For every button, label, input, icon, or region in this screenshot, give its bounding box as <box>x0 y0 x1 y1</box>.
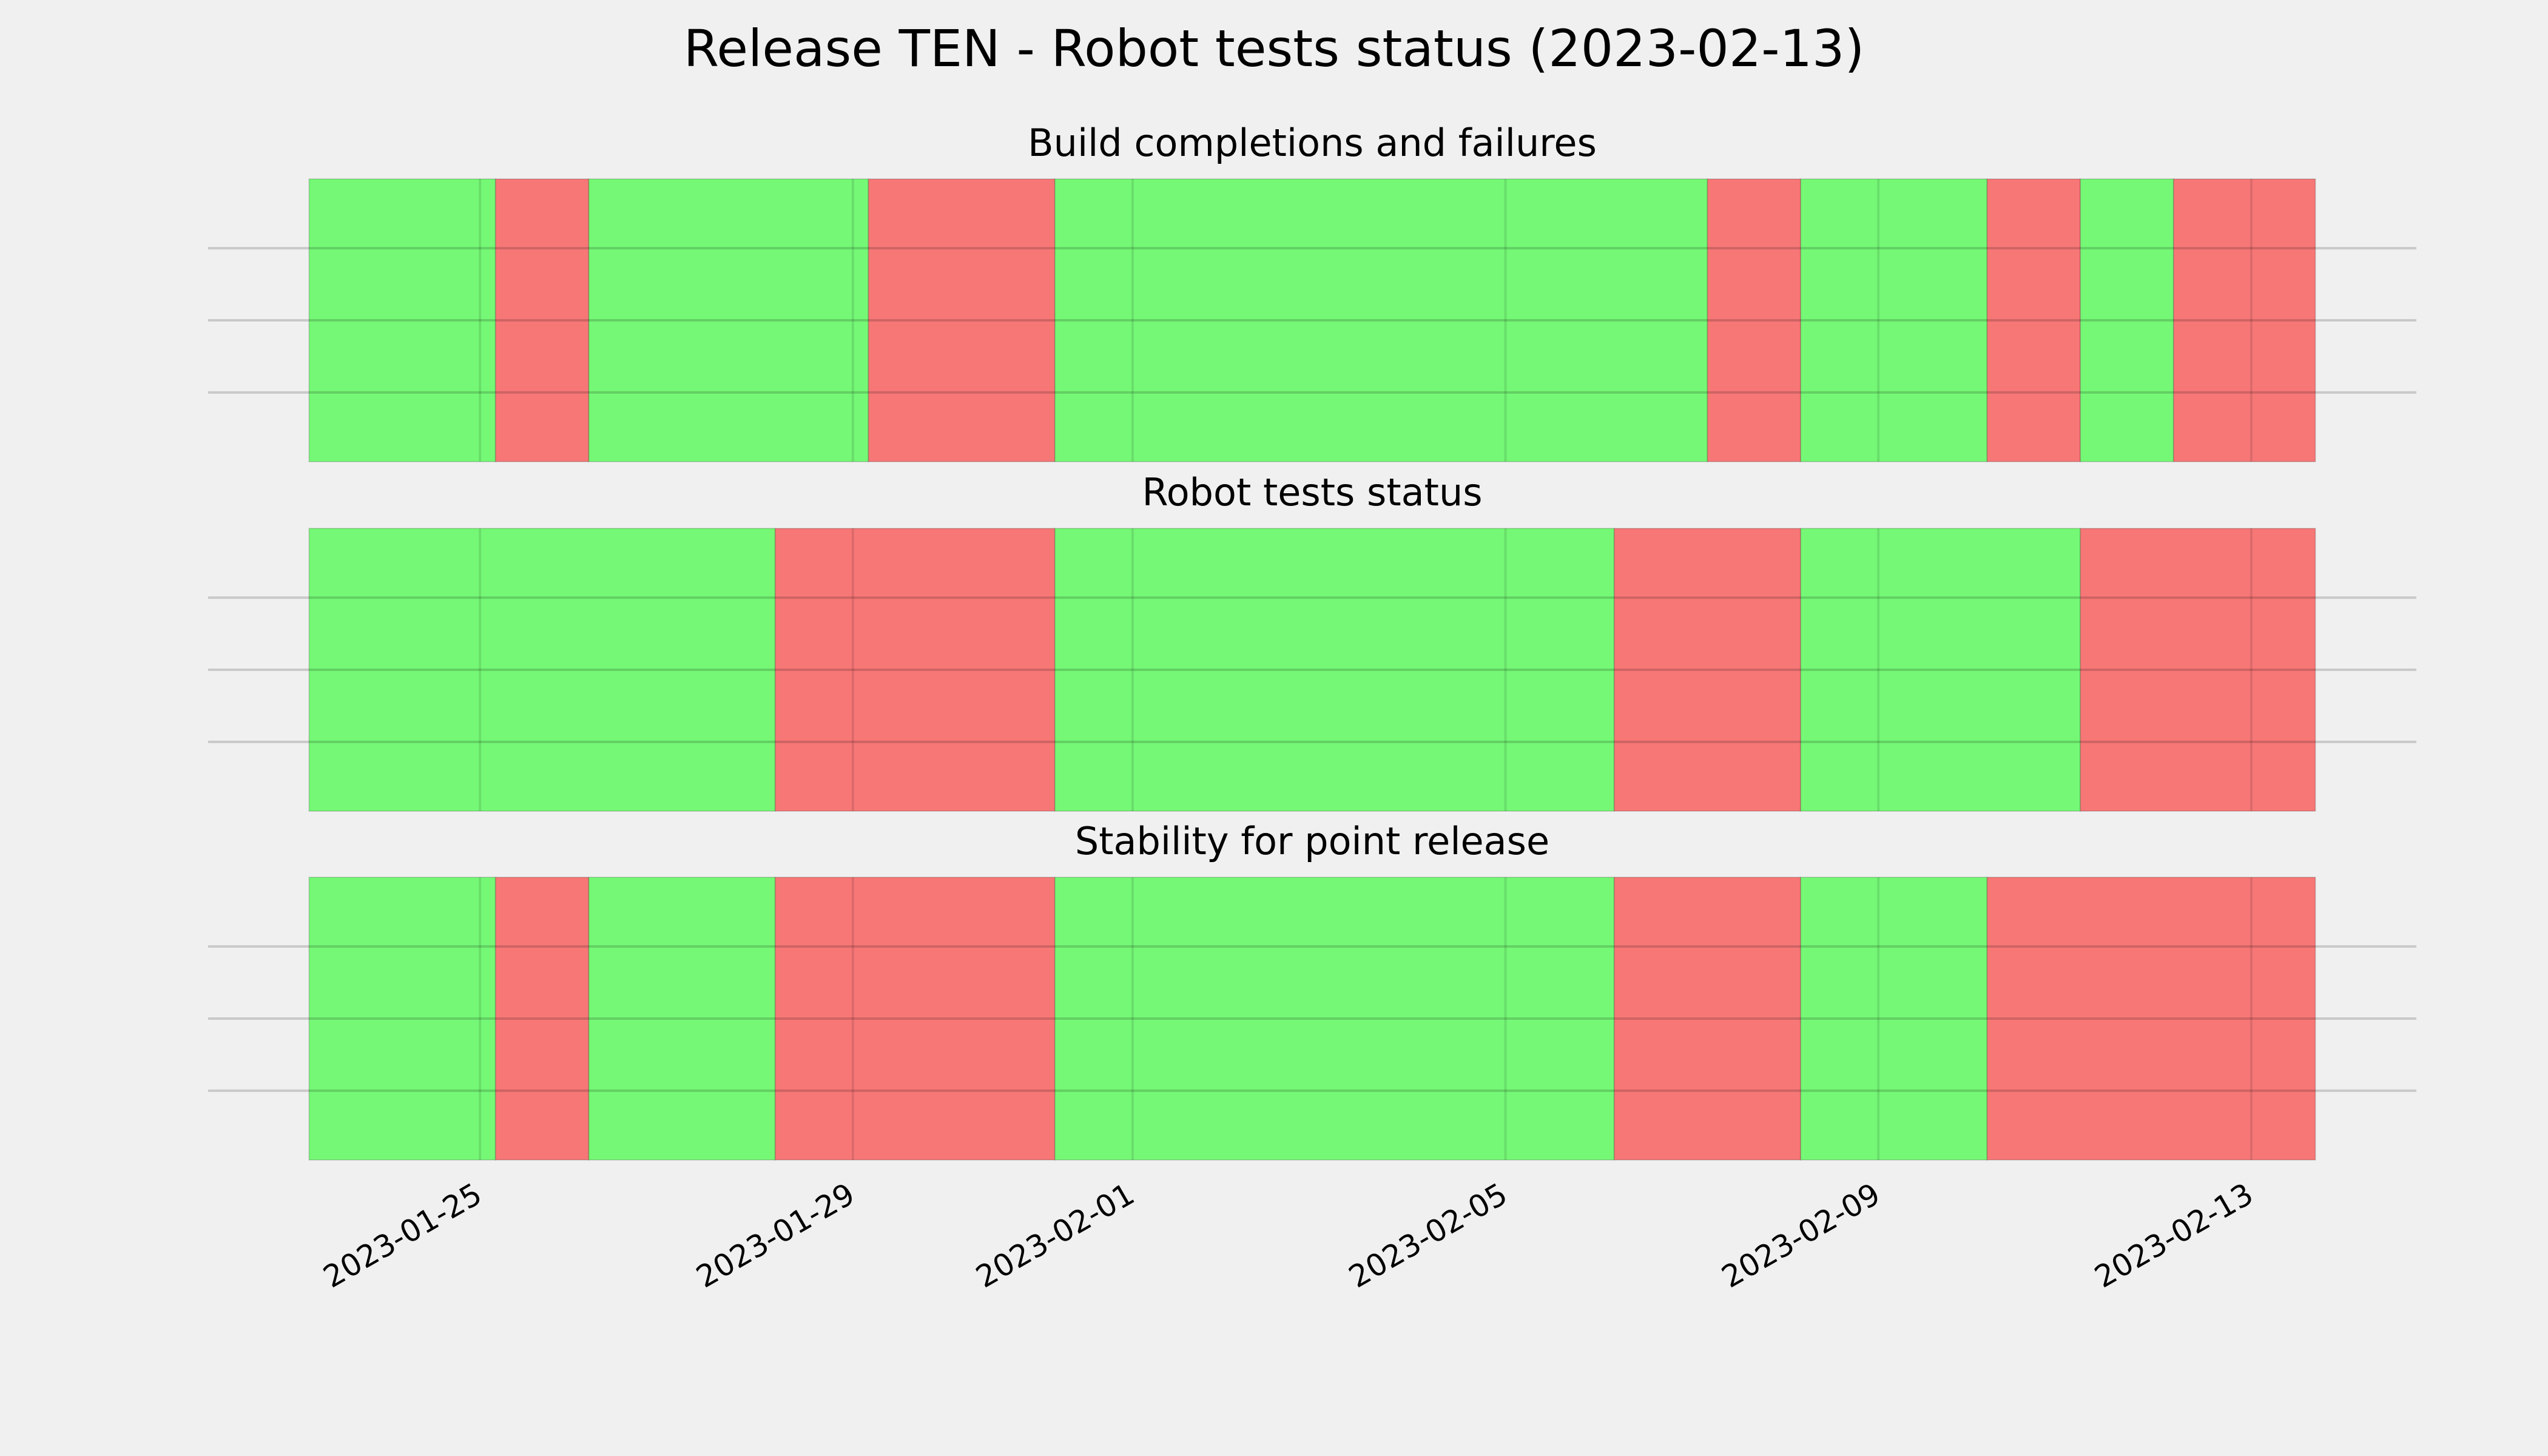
status-span <box>1800 178 1988 462</box>
status-span <box>1613 877 1802 1161</box>
figure-title: Release TEN - Robot tests status (2023-0… <box>684 19 1864 78</box>
subplot-title: Robot tests status <box>1142 470 1482 514</box>
status-span <box>308 178 496 462</box>
status-span <box>868 178 1056 462</box>
status-span <box>1800 528 2081 812</box>
status-span <box>1986 178 2081 462</box>
status-span <box>1707 178 1802 462</box>
status-span <box>588 178 869 462</box>
status-span <box>1613 528 1802 812</box>
status-span <box>494 178 590 462</box>
status-span <box>1986 877 2316 1161</box>
status-span <box>774 877 1056 1161</box>
status-span <box>1054 178 1708 462</box>
status-span <box>1054 528 1615 812</box>
status-span <box>2172 178 2316 462</box>
status-span <box>308 877 496 1161</box>
status-span <box>308 528 776 812</box>
status-span <box>494 877 590 1161</box>
status-span <box>588 877 776 1161</box>
subplot-title: Build completions and failures <box>1028 121 1597 165</box>
status-span <box>2080 178 2174 462</box>
status-span <box>1054 877 1615 1161</box>
status-span <box>2080 528 2316 812</box>
subplot-title: Stability for point release <box>1075 819 1549 863</box>
status-span <box>1800 877 1988 1161</box>
status-span <box>774 528 1056 812</box>
